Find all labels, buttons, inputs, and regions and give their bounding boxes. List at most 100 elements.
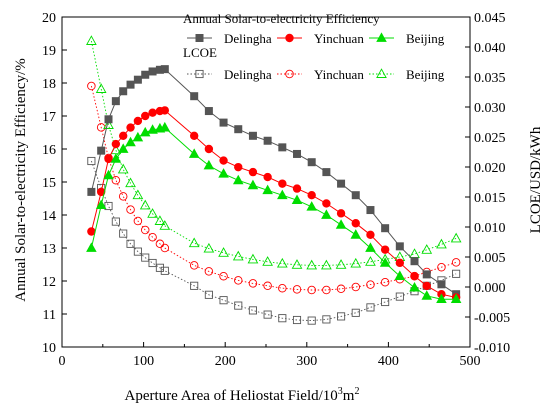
y-left-tick-label: 14 <box>42 209 56 224</box>
efficiency-point-delingha <box>111 97 120 106</box>
legend-efficiency-label-delingha: Delingha <box>224 31 272 46</box>
lcoe-point-beijing <box>117 163 129 174</box>
efficiency-point-delingha <box>366 206 375 215</box>
x-tick-label: 200 <box>215 354 236 369</box>
efficiency-point-yinchuan <box>96 187 106 197</box>
efficiency-series-delingha <box>87 65 461 299</box>
lcoe-point-yinchuan <box>140 225 150 235</box>
lcoe-point-delingha <box>155 263 164 272</box>
efficiency-point-yinchuan <box>204 144 214 154</box>
lcoe-point-beijing <box>132 189 144 200</box>
y-left-tick-label: 10 <box>42 341 56 356</box>
legend-lcoe-marker-delingha <box>195 69 204 79</box>
efficiency-point-delingha <box>410 257 419 266</box>
efficiency-point-delingha <box>322 168 331 177</box>
efficiency-point-delingha <box>148 67 157 76</box>
lcoe-point-beijing <box>139 199 151 210</box>
efficiency-point-beijing <box>95 199 107 210</box>
efficiency-point-delingha <box>204 107 213 116</box>
y-right-tick-label: 0.035 <box>474 71 506 86</box>
lcoe-point-delingha <box>87 156 96 166</box>
lcoe-point-beijing <box>218 247 229 257</box>
legend-lcoe-label-yinchuan: Yinchuan <box>314 67 364 82</box>
lcoe-point-yinchuan <box>336 284 346 294</box>
lcoe-point-delingha <box>307 316 316 325</box>
efficiency-point-delingha <box>263 136 272 145</box>
efficiency-point-delingha <box>234 125 243 134</box>
efficiency-point-beijing <box>277 189 288 200</box>
efficiency-point-beijing <box>125 136 136 147</box>
efficiency-point-beijing <box>86 242 97 252</box>
lcoe-point-delingha <box>204 290 213 299</box>
legend-efficiency-marker-delingha <box>195 34 204 43</box>
lcoe-point-yinchuan <box>155 239 165 249</box>
y-left-tick-label: 19 <box>42 44 56 59</box>
y-left-tick-label: 18 <box>42 77 56 92</box>
efficiency-point-yinchuan <box>126 123 135 132</box>
lcoe-point-delingha <box>219 296 228 305</box>
lcoe-point-beijing <box>95 83 107 93</box>
lcoe-point-delingha <box>292 315 302 325</box>
lcoe-point-beijing <box>350 257 362 268</box>
efficiency-point-beijing <box>350 229 362 239</box>
y-left-axis-title: Annual Solar-to-electricity Efficiency/% <box>13 58 29 302</box>
efficiency-point-yinchuan <box>336 209 346 218</box>
lcoe-series-delingha <box>87 156 461 325</box>
x-axis-title-main: Aperture Area of Heliostat Field/10 <box>125 388 338 404</box>
lcoe-point-delingha <box>263 310 272 319</box>
efficiency-point-yinchuan <box>410 271 419 281</box>
efficiency-point-yinchuan <box>278 179 287 188</box>
lcoe-point-delingha <box>395 292 404 301</box>
y-right-tick-label: 0.010 <box>474 221 506 236</box>
efficiency-point-delingha <box>104 115 113 124</box>
lcoe-point-beijing <box>247 253 259 264</box>
lcoe-point-beijing <box>147 208 158 218</box>
lcoe-point-beijing <box>335 259 347 269</box>
efficiency-point-delingha <box>87 187 96 196</box>
y-left-tick-label: 20 <box>42 11 56 26</box>
efficiency-point-beijing <box>379 257 391 267</box>
efficiency-point-beijing <box>421 290 433 300</box>
lcoe-point-beijing <box>306 259 318 270</box>
efficiency-point-beijing <box>203 159 215 170</box>
lcoe-point-delingha <box>148 258 157 268</box>
lcoe-point-yinchuan <box>189 261 199 270</box>
efficiency-point-delingha <box>437 280 446 289</box>
efficiency-point-beijing <box>159 121 171 132</box>
efficiency-point-yinchuan <box>307 190 316 200</box>
efficiency-point-beijing <box>409 281 420 292</box>
efficiency-point-beijing <box>436 293 447 304</box>
x-tick-label: 100 <box>133 354 154 369</box>
efficiency-point-yinchuan <box>148 108 157 117</box>
efficiency-point-delingha <box>133 75 142 84</box>
lcoe-line-beijing <box>90 40 457 266</box>
lcoe-point-beijing <box>291 259 303 269</box>
lcoe-point-yinchuan <box>219 271 228 281</box>
efficiency-point-yinchuan <box>104 154 113 164</box>
lcoe-point-beijing <box>436 238 447 249</box>
lcoe-point-delingha <box>141 253 150 262</box>
x-tick-label: 300 <box>296 354 317 369</box>
efficiency-point-beijing <box>365 242 376 252</box>
y-right-tick-label: 0.030 <box>474 101 506 116</box>
lcoe-point-beijing <box>421 244 433 254</box>
lcoe-point-yinchuan <box>111 175 121 185</box>
y-right-tick-label: 0.020 <box>474 161 506 176</box>
efficiency-point-beijing <box>291 194 303 205</box>
y-right-tick-label: 0.015 <box>474 191 506 206</box>
lcoe-point-yinchuan <box>351 282 361 292</box>
x-axis-title-sup: 3 <box>338 386 343 397</box>
efficiency-point-beijing <box>147 124 158 134</box>
legend: Annual Solar-to-electricity Efficiency LC… <box>183 11 445 82</box>
efficiency-point-beijing <box>103 169 114 180</box>
efficiency-point-delingha <box>248 131 257 140</box>
efficiency-point-beijing <box>218 168 229 178</box>
y-right-tick-label: -0.010 <box>474 341 510 356</box>
efficiency-point-beijing <box>132 131 144 142</box>
lcoe-point-yinchuan <box>278 283 287 293</box>
lcoe-point-yinchuan <box>292 285 302 294</box>
axis-ticks: 0 100 200 300 400 500 10 11 12 13 14 15 16 17 18 19 20 -0… <box>42 11 510 369</box>
efficiency-point-yinchuan <box>292 184 302 193</box>
efficiency-line-yinchuan <box>90 109 457 298</box>
efficiency-point-beijing <box>117 143 129 153</box>
